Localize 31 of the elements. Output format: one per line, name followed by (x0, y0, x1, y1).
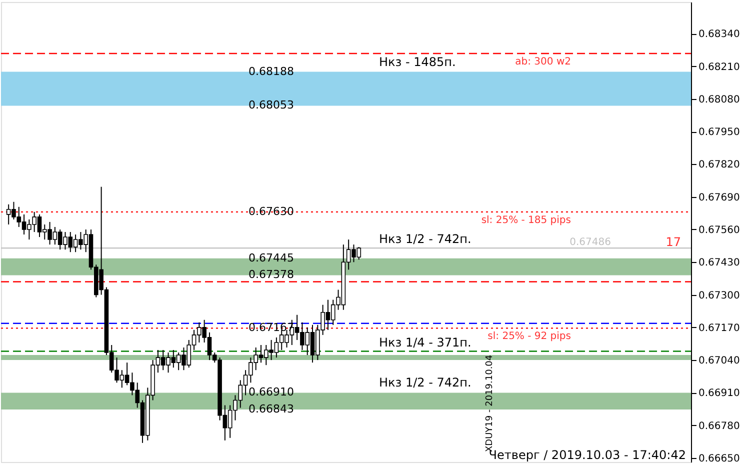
y-tick-label: 0.67430 (698, 258, 740, 269)
annotation: 0.68053 (248, 98, 294, 112)
annotation: sl: 25% - 92 pips (488, 331, 571, 342)
annotation: 17 (666, 235, 681, 249)
annotation: 0.68188 (248, 64, 294, 78)
y-tick-label: 0.68210 (698, 62, 740, 73)
y-tick-label: 0.68080 (698, 94, 740, 106)
y-tick-label: 0.67690 (698, 192, 740, 204)
y-tick-label: 0.67300 (698, 290, 740, 302)
y-tick-label: 0.66780 (698, 420, 740, 432)
y-tick-label: 0.67950 (698, 127, 740, 138)
annotation: 0.66843 (248, 402, 294, 416)
annotation: 0.67630 (248, 204, 294, 218)
annotation: ab: 300 w2 (515, 56, 571, 68)
band-label: Нкз 1/2 - 742п. (379, 232, 472, 246)
band-label: Нкз - 1485п. (379, 54, 456, 69)
annotation: 0.67445 (248, 251, 294, 264)
annotation: XDUY19 - 2019.10.04 (485, 354, 495, 452)
annotation: sl: 25% - 185 pips (481, 214, 571, 226)
annotation: 0.67378 (248, 268, 294, 282)
y-tick-label: 0.67820 (698, 160, 740, 171)
annotation: 0.66910 (248, 386, 294, 399)
band-label: Нкз 1/2 - 742п. (379, 376, 472, 390)
ref-line-label: 0.67486 (570, 237, 611, 248)
y-tick-label: 0.66650 (698, 453, 740, 464)
y-tick-label: 0.67560 (698, 224, 740, 236)
y-tick-label: 0.66910 (698, 388, 740, 400)
y-tick-label: 0.67040 (698, 356, 740, 367)
y-tick-label: 0.67170 (698, 322, 740, 334)
band-label: Нкз 1/4 - 371п. (379, 335, 472, 350)
y-tick-label: 0.68340 (698, 29, 740, 40)
